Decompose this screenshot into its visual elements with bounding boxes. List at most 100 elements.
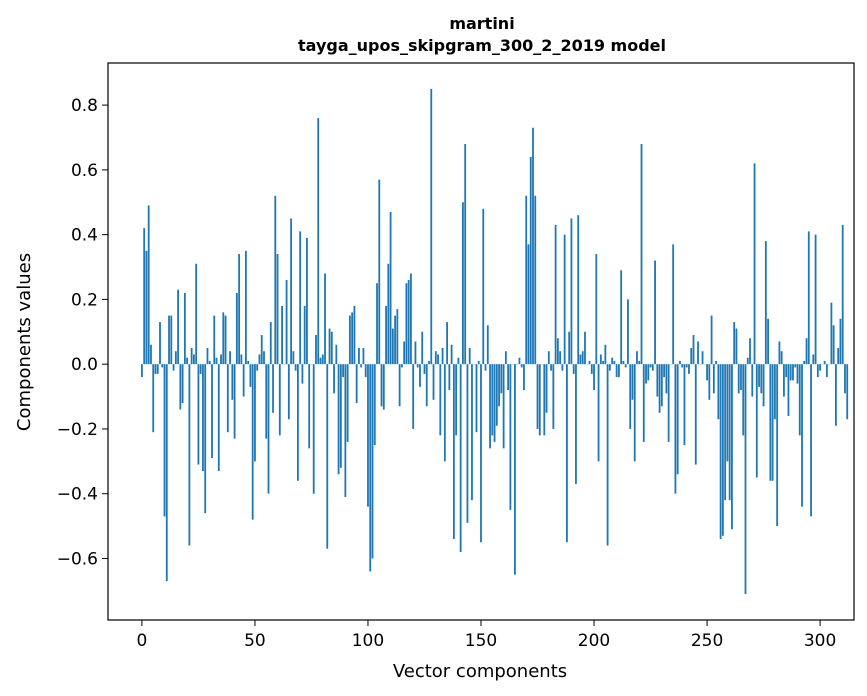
bar-3 [147,205,150,365]
bar-207 [608,364,611,371]
bar-286 [787,364,790,416]
bar-106 [380,364,383,407]
bar-312 [846,364,849,420]
bar-0 [141,364,143,378]
bar-64 [285,279,288,365]
bar-123 [419,364,421,387]
bar-176 [538,364,541,436]
bar-235 [672,244,675,365]
bar-172 [529,156,532,365]
bar-6 [154,364,157,374]
bar-151 [482,208,485,365]
x-tick-label: 250 [691,631,723,651]
bar-2 [145,250,148,365]
bar-271 [753,163,756,365]
bar-154 [489,364,491,449]
bar-67 [292,351,295,365]
bar-202 [597,364,600,462]
bar-186 [561,364,564,371]
bar-72 [303,305,306,365]
y-tick-label: 0.4 [71,226,98,246]
bar-20 [186,357,189,365]
bar-9 [161,364,164,368]
bar-93 [351,312,354,365]
bar-252 [710,315,713,365]
bar-82 [326,364,329,549]
bar-91 [346,364,349,442]
bar-273 [758,364,760,387]
bar-58 [272,364,274,413]
bar-47 [247,360,250,365]
bar-127 [428,360,430,365]
bar-285 [785,364,788,378]
bar-17 [179,364,182,410]
bar-53 [260,335,263,365]
bar-18 [181,364,184,404]
bar-264 [737,364,740,394]
bar-309 [839,318,842,365]
bar-54 [263,351,265,365]
bar-50 [254,364,256,462]
bar-158 [498,364,500,407]
bar-78 [317,118,320,365]
bar-110 [389,211,392,365]
bar-130 [434,351,437,365]
bar-139 [455,364,458,436]
x-axis-label: Vector components [393,661,567,682]
bar-101 [369,364,372,572]
bar-137 [450,344,453,365]
bar-187 [563,234,566,365]
bar-216 [629,364,632,429]
bar-258 [724,364,727,501]
bar-33 [215,357,218,365]
bar-149 [477,360,480,365]
bar-204 [602,360,604,365]
bar-71 [301,364,304,384]
bar-73 [306,237,308,365]
bar-229 [658,364,661,413]
bar-278 [769,364,772,481]
plot-frame [107,62,855,621]
bar-126 [425,364,428,407]
bar-162 [507,364,510,391]
bar-210 [615,364,618,378]
bar-266 [742,364,745,436]
bar-95 [355,364,358,404]
bar-171 [527,244,530,365]
bar-293 [803,360,806,365]
x-tick-label: 50 [244,631,266,651]
bar-161 [504,351,507,365]
bar-66 [290,218,293,365]
bar-27 [202,364,204,472]
bar-173 [532,127,534,365]
bar-227 [654,260,656,365]
bar-76 [312,364,315,494]
bar-223 [645,364,647,384]
bar-193 [577,215,580,365]
x-tick-label: 0 [136,631,147,651]
bar-15 [174,351,177,365]
bars-group [141,88,849,595]
bar-118 [407,279,410,365]
bar-11 [165,364,168,582]
bar-14 [172,364,175,371]
bar-62 [281,305,283,365]
y-tick-label: 0.6 [71,161,98,181]
bar-119 [410,273,412,365]
bar-228 [656,364,659,397]
bar-289 [794,364,797,368]
bar-188 [566,364,568,543]
bar-69 [296,364,299,481]
bar-284 [783,364,785,397]
bar-217 [631,364,634,400]
bar-90 [344,364,347,497]
bar-109 [387,263,390,365]
bar-41 [233,364,236,439]
bar-302 [823,360,826,365]
bar-22 [190,347,193,365]
bar-303 [825,364,828,378]
bar-294 [805,338,808,365]
bar-233 [667,364,670,442]
bar-200 [593,364,595,391]
bar-152 [484,364,487,371]
